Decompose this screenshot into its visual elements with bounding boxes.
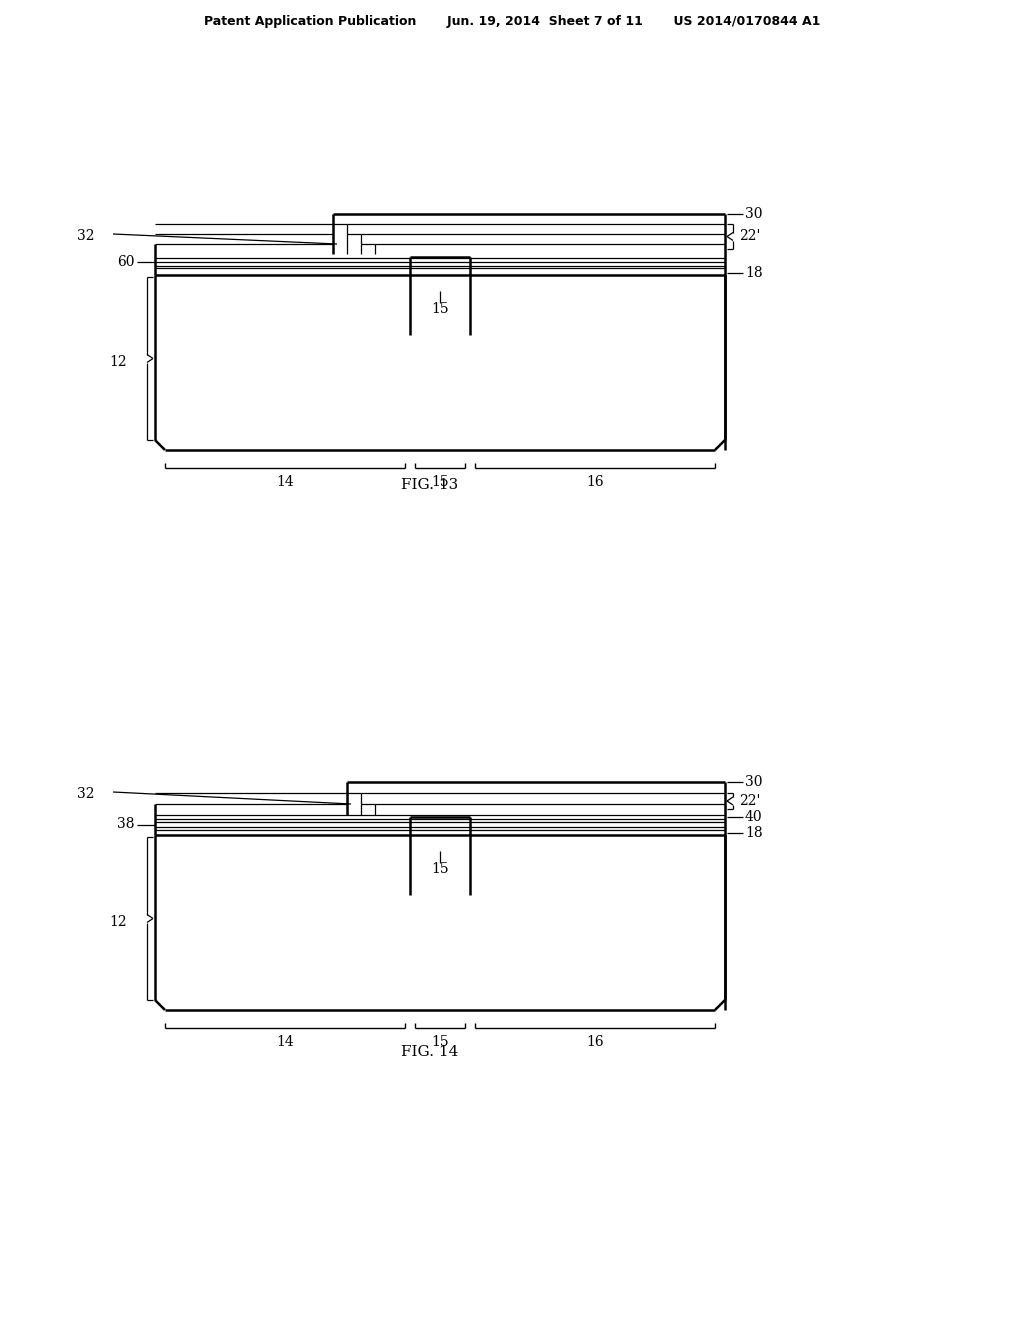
Text: 32: 32 [78,228,95,243]
Text: 18: 18 [745,267,763,280]
Text: 16: 16 [586,1035,604,1049]
Text: 30: 30 [745,207,763,220]
Text: FIG. 13: FIG. 13 [401,478,459,492]
Text: 14: 14 [276,475,294,488]
Text: 30: 30 [745,775,763,789]
Text: 22': 22' [739,795,761,808]
Text: 22': 22' [739,230,761,243]
Text: 15: 15 [431,475,449,488]
Text: 18: 18 [745,826,763,840]
Text: 14: 14 [276,1035,294,1049]
Text: 15: 15 [431,1035,449,1049]
Text: 12: 12 [110,916,127,929]
Text: 12: 12 [110,355,127,370]
Text: 15: 15 [431,302,449,315]
Text: Patent Application Publication       Jun. 19, 2014  Sheet 7 of 11       US 2014/: Patent Application Publication Jun. 19, … [204,16,820,29]
Text: 40: 40 [745,810,763,824]
Text: 15: 15 [431,862,449,876]
Text: 38: 38 [118,817,135,832]
Text: 16: 16 [586,475,604,488]
Text: FIG. 14: FIG. 14 [401,1045,459,1059]
Text: 32: 32 [78,787,95,801]
Text: 60: 60 [118,255,135,269]
